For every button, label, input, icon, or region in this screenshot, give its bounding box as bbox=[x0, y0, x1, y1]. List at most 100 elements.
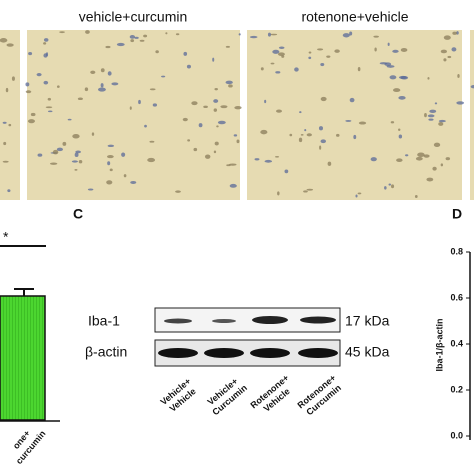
cell bbox=[390, 184, 395, 189]
cell bbox=[213, 99, 219, 103]
cell bbox=[107, 155, 114, 159]
y-tick-label: 0.4 bbox=[450, 338, 463, 348]
band-name: Iba-1 bbox=[88, 313, 120, 329]
cell bbox=[234, 106, 242, 110]
y-ticks: 0.8 0.6 0.4 0.2 0.0 bbox=[450, 246, 470, 440]
cell bbox=[161, 75, 166, 78]
cell bbox=[277, 191, 280, 196]
cell bbox=[317, 48, 324, 51]
cell bbox=[276, 109, 282, 113]
cell bbox=[5, 87, 9, 93]
cell bbox=[213, 150, 217, 154]
cell bbox=[138, 99, 141, 105]
cell bbox=[434, 102, 438, 105]
cell bbox=[149, 140, 155, 143]
cell bbox=[440, 163, 444, 167]
cell bbox=[36, 73, 42, 77]
cell bbox=[28, 52, 33, 56]
y-tick-label: 0.6 bbox=[450, 292, 463, 302]
cell bbox=[398, 95, 406, 100]
cell bbox=[47, 110, 53, 113]
cell bbox=[217, 120, 226, 125]
cell bbox=[345, 119, 352, 122]
cell bbox=[392, 49, 399, 53]
cell bbox=[440, 49, 448, 54]
cell bbox=[249, 35, 258, 39]
band bbox=[250, 348, 290, 358]
cell bbox=[75, 150, 82, 154]
cell bbox=[121, 152, 126, 157]
cell bbox=[236, 139, 240, 144]
cell bbox=[3, 141, 7, 146]
cell bbox=[357, 192, 362, 195]
cell bbox=[254, 158, 260, 161]
cell bbox=[25, 90, 32, 94]
cell bbox=[214, 141, 219, 146]
cell bbox=[393, 88, 401, 93]
cell bbox=[452, 31, 457, 35]
cell bbox=[98, 87, 106, 92]
cell bbox=[193, 147, 198, 152]
cell bbox=[357, 66, 361, 72]
cell bbox=[152, 103, 158, 107]
y-axis-label: Iba-1/β-actin bbox=[434, 318, 444, 371]
y-tick-label: 0.0 bbox=[450, 430, 463, 440]
cell bbox=[72, 134, 80, 139]
cell bbox=[470, 85, 474, 89]
cell bbox=[238, 33, 241, 36]
cell bbox=[67, 118, 72, 121]
cell bbox=[147, 157, 156, 163]
cell bbox=[107, 161, 111, 166]
cell bbox=[149, 88, 156, 91]
cell bbox=[186, 64, 191, 69]
cell bbox=[447, 55, 452, 59]
cell bbox=[277, 52, 285, 56]
cell bbox=[384, 186, 387, 190]
cell bbox=[327, 161, 332, 166]
significance: * bbox=[3, 229, 9, 245]
cell bbox=[264, 99, 267, 104]
cell bbox=[260, 129, 268, 135]
cell bbox=[91, 132, 95, 136]
cell bbox=[214, 88, 218, 91]
cell bbox=[398, 134, 403, 139]
micrographs bbox=[0, 30, 474, 200]
lane-label: Vehicle+Curcumin bbox=[205, 376, 248, 417]
cell bbox=[320, 139, 326, 144]
cell bbox=[414, 195, 418, 199]
cell bbox=[198, 123, 203, 128]
cell bbox=[294, 67, 299, 72]
cell bbox=[349, 31, 353, 36]
cell bbox=[443, 58, 447, 62]
cell bbox=[144, 124, 147, 128]
panel-label: rotenone+vehicle bbox=[301, 9, 408, 25]
cell bbox=[386, 65, 395, 68]
cell bbox=[433, 142, 441, 148]
cell bbox=[216, 125, 219, 128]
cell bbox=[212, 57, 215, 62]
cell bbox=[129, 35, 136, 39]
cell bbox=[30, 112, 36, 117]
band bbox=[164, 318, 192, 324]
cell bbox=[423, 154, 430, 158]
cell bbox=[130, 180, 137, 184]
cell bbox=[387, 42, 390, 47]
cell bbox=[390, 121, 395, 124]
cell bbox=[429, 109, 437, 113]
cell bbox=[320, 96, 327, 102]
cell bbox=[319, 145, 322, 150]
cell bbox=[272, 49, 280, 54]
micrograph bbox=[470, 30, 474, 200]
cell bbox=[74, 169, 78, 171]
cell bbox=[85, 30, 90, 34]
cell bbox=[274, 155, 280, 158]
cell bbox=[427, 114, 435, 118]
cell bbox=[260, 67, 264, 71]
cell bbox=[308, 51, 312, 54]
lane-labels: Vehicle+Vehicle Vehicle+Curcumin Rotenone+… bbox=[158, 373, 342, 418]
cell bbox=[129, 106, 132, 110]
cell bbox=[417, 152, 425, 157]
cell bbox=[228, 163, 237, 166]
cell bbox=[43, 80, 49, 85]
cell bbox=[342, 33, 350, 38]
